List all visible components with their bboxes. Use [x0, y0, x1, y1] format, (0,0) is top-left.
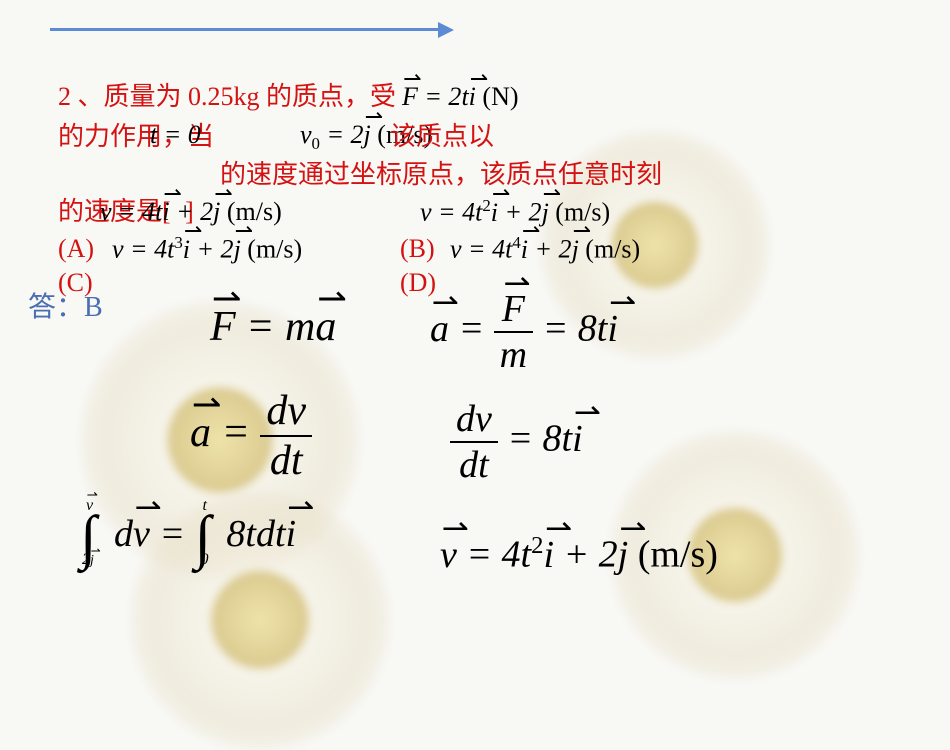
- t0-expr: t = 0: [150, 118, 201, 152]
- force-expr: F = 2ti (N): [402, 80, 519, 114]
- eq-fma: F = ma: [210, 300, 336, 355]
- eq-a-fm: a = Fm = 8ti: [430, 290, 618, 374]
- choice-a-label: (A): [58, 232, 94, 266]
- choice-c-expr: v = 4t3i + 2j (m/s): [112, 232, 302, 266]
- eq-integral: ∫ v 2j dv = ∫ t 0 8tdti: [80, 510, 296, 561]
- choice-d-expr: v = 4t4i + 2j (m/s): [450, 232, 640, 266]
- header-arrow: [50, 28, 440, 31]
- eq-final-v: v = 4t2i + 2j (m/s): [440, 530, 718, 580]
- answer-label: 答：B: [28, 290, 103, 326]
- problem-line2b: 该质点以: [390, 120, 494, 154]
- problem-line1: 2 、质量为 0.25kg 的质点，受: [58, 80, 396, 114]
- eq-dvdt-8ti: dvdt = 8ti: [450, 400, 583, 484]
- problem-line3: 的速度通过坐标原点，该质点任意时刻: [220, 158, 662, 192]
- eq-a-dvdt: a = dvdt: [190, 390, 312, 482]
- choice-b-label: (B): [400, 232, 435, 266]
